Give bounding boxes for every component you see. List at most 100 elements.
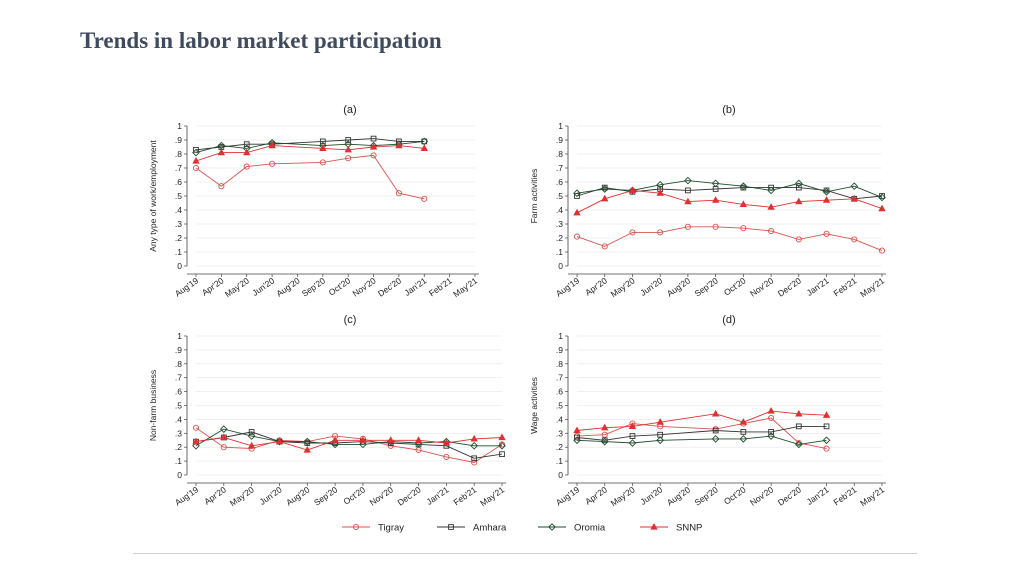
data-point-tigray [601, 243, 608, 250]
y-tick-label: .5 [556, 401, 563, 411]
data-point-oromia [192, 148, 200, 157]
legend-label-amhara: Amhara [473, 523, 507, 534]
x-tick-label: Aug'19 [173, 484, 200, 507]
data-point-oromia [739, 182, 748, 191]
y-tick-label: .6 [556, 177, 563, 187]
y-tick-label: .2 [175, 442, 182, 452]
y-tick-label: 1 [558, 121, 563, 131]
y-tick-label: .4 [556, 414, 563, 424]
data-point-snnp [247, 441, 256, 449]
x-tick-label: Feb'21 [452, 484, 479, 507]
data-point-snnp [711, 409, 720, 417]
data-point-oromia [628, 186, 637, 195]
y-tick-label: .8 [556, 359, 563, 369]
series-line-oromia [576, 435, 827, 445]
legend-label-tigray: Tigray [378, 523, 404, 534]
data-point-snnp [795, 409, 803, 417]
data-point-oromia [573, 189, 581, 198]
data-point-tigray [319, 159, 326, 166]
data-point-snnp [420, 144, 428, 152]
data-point-snnp [192, 437, 200, 445]
data-point-tigray [823, 230, 830, 237]
x-tick-label: May'20 [228, 484, 256, 508]
x-tick-label: Sep'20 [312, 484, 339, 507]
x-tick-label: Apr'20 [583, 484, 609, 506]
y-tick-label: .9 [556, 345, 563, 355]
data-point-snnp [303, 445, 311, 453]
y-tick-label: .2 [175, 233, 182, 243]
y-tick-label: .7 [556, 163, 563, 173]
series-line-snnp [576, 189, 883, 214]
x-tick-label: Sep'20 [693, 484, 720, 507]
data-point-amhara [319, 138, 326, 145]
y-tick-label: .6 [175, 177, 182, 187]
x-tick-label: Feb'21 [832, 484, 859, 507]
y-tick-label: .9 [175, 345, 182, 355]
data-point-tigray [823, 445, 830, 452]
data-point-tigray [421, 195, 428, 202]
legend-marker-tigray [352, 523, 360, 531]
data-point-snnp [628, 422, 637, 429]
y-tick-label: .4 [556, 205, 563, 215]
data-point-snnp [573, 208, 581, 216]
data-point-snnp [414, 436, 423, 443]
x-tick-label: Aug'19 [554, 275, 581, 298]
data-point-snnp [711, 196, 720, 203]
data-point-snnp [268, 141, 276, 149]
y-tick-label: 1 [558, 331, 563, 341]
data-point-oromia [219, 425, 228, 433]
y-axis-label: Farm activities [529, 169, 539, 224]
chart-title: (b) [722, 104, 735, 116]
series-line-amhara [576, 425, 827, 441]
series-line-tigray [195, 154, 425, 200]
data-point-oromia [192, 441, 200, 450]
data-point-snnp [344, 145, 352, 153]
data-point-oromia [656, 180, 665, 189]
chart-panel-2: (b) 0 .1 .2 .3 .4 .5 .6 .7 .8 .9 1 Farm activities Au… [529, 104, 886, 299]
x-tick-label: May'20 [223, 275, 251, 299]
data-point-snnp [220, 433, 228, 441]
data-point-amhara [574, 193, 580, 199]
data-point-tigray [573, 233, 581, 240]
data-point-snnp [442, 439, 451, 446]
data-point-tigray [269, 160, 276, 167]
data-point-snnp [822, 411, 831, 418]
x-tick-label: Jan'21 [424, 484, 450, 507]
data-point-tigray [712, 223, 719, 230]
data-point-tigray [395, 190, 402, 197]
data-point-amhara [248, 429, 255, 435]
x-tick-label: Aug'20 [665, 275, 692, 298]
data-point-oromia [684, 176, 692, 185]
x-tick-label: Aug'19 [554, 484, 581, 507]
x-tick-label: May'21 [451, 275, 479, 299]
series-line-snnp [576, 410, 827, 431]
y-tick-label: .8 [175, 359, 182, 369]
series-line-amhara [195, 431, 503, 459]
y-tick-label: 0 [177, 261, 182, 271]
data-point-snnp [192, 156, 200, 164]
data-point-tigray [851, 236, 858, 243]
y-tick-label: .1 [175, 456, 182, 466]
data-point-amhara [345, 137, 352, 143]
data-point-tigray [684, 223, 691, 230]
x-tick-label: Nov'20 [748, 484, 775, 507]
x-tick-label: Apr'20 [202, 484, 228, 506]
data-point-oromia [878, 193, 886, 202]
y-tick-label: .5 [175, 401, 182, 411]
data-point-oromia [247, 432, 256, 440]
data-point-snnp [628, 186, 637, 194]
x-tick-label: Oct'20 [341, 484, 367, 506]
data-point-snnp [601, 194, 609, 202]
data-point-snnp [470, 434, 478, 442]
x-tick-label: Oct'20 [327, 275, 353, 297]
x-tick-label: Nov'20 [350, 275, 377, 298]
x-tick-label: May'21 [858, 275, 886, 299]
data-point-amhara [471, 455, 478, 462]
x-tick-label: May'21 [858, 484, 886, 508]
y-tick-label: .2 [556, 442, 563, 452]
data-point-oromia [600, 185, 609, 193]
x-tick-label: Jun'20 [638, 275, 664, 298]
chart-panel-4: (d) 0 .1 .2 .3 .4 .5 .6 .7 .8 .9 1 Wage activities Au… [529, 314, 886, 508]
series-line-tigray [576, 226, 883, 252]
chart-panel-3: (c) 0 .1 .2 .3 .4 .5 .6 .7 .8 .9 1 Non-farm business… [148, 314, 506, 508]
